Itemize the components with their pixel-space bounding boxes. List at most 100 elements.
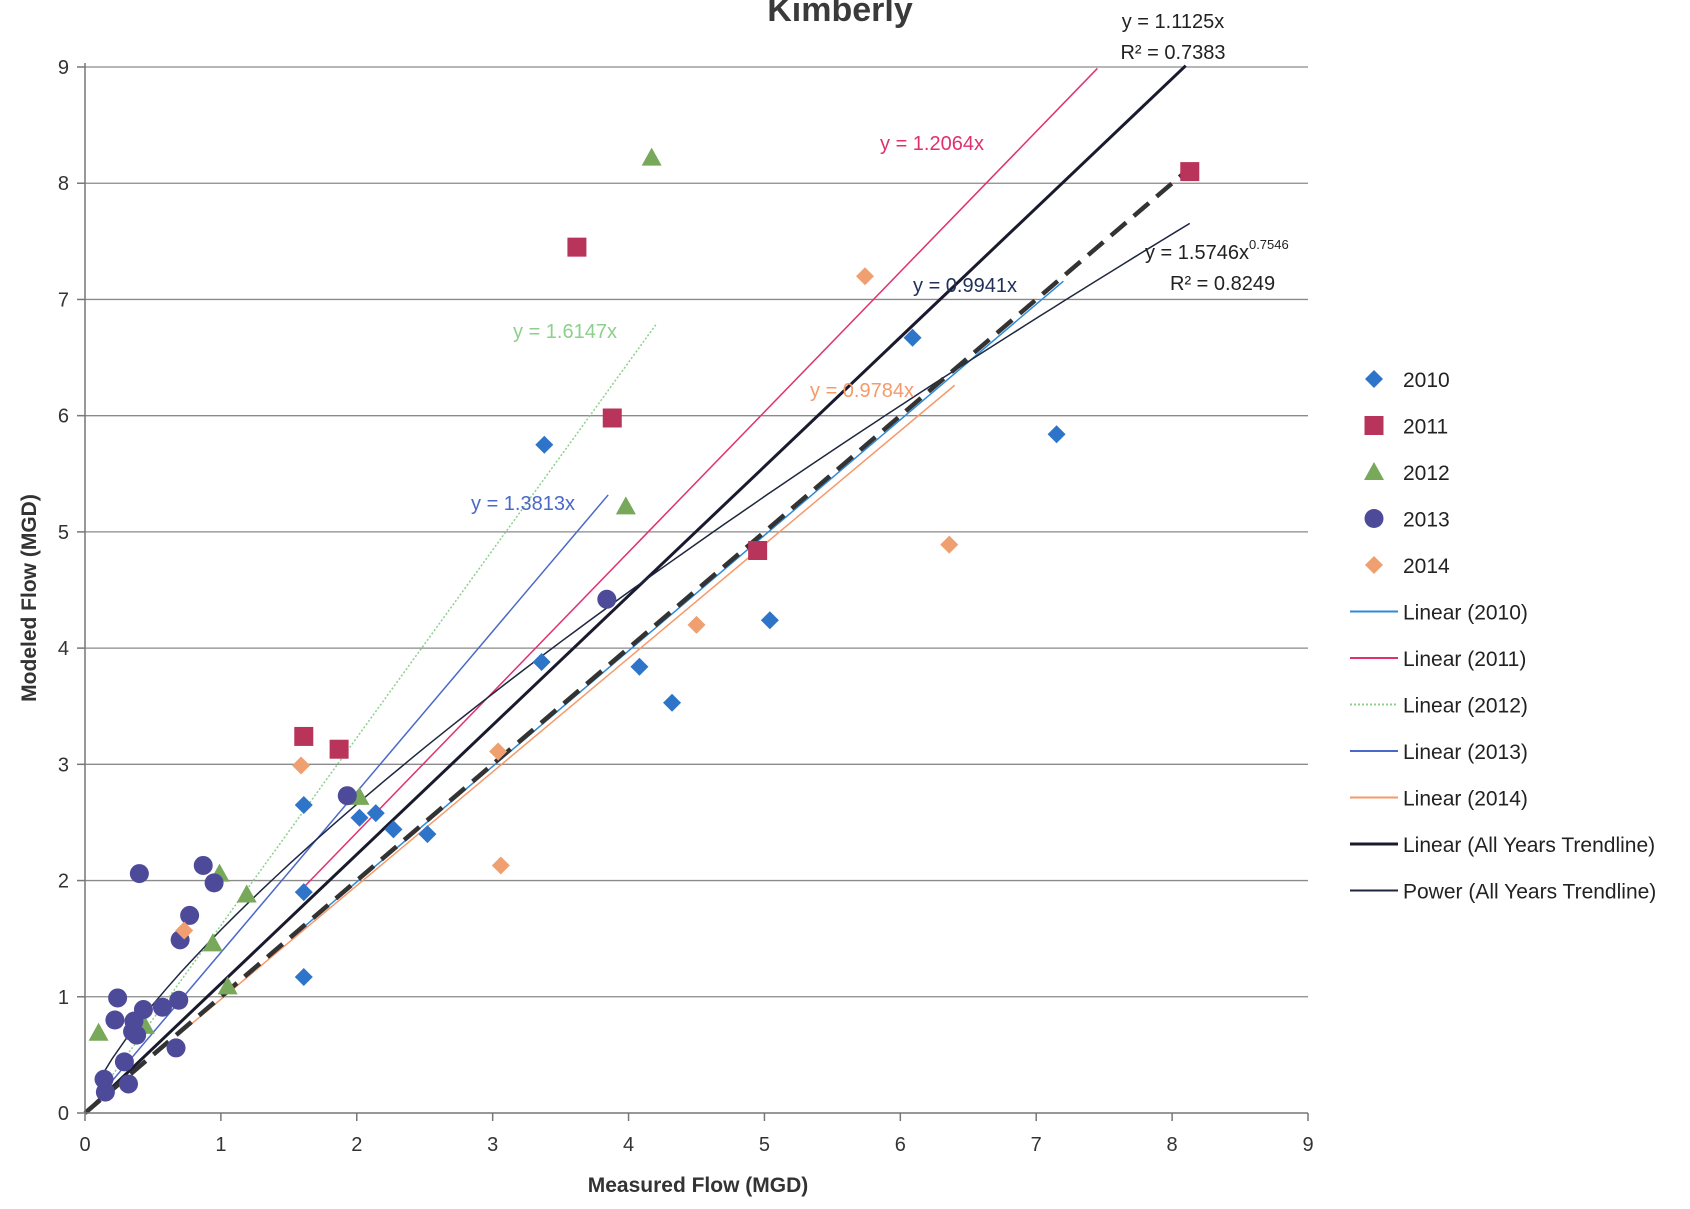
trendline-linear-2011 bbox=[301, 67, 1098, 890]
point-2013-12 bbox=[169, 990, 189, 1010]
point-2010-3 bbox=[663, 693, 682, 712]
point-2013-14 bbox=[180, 905, 200, 925]
trendline-power-all-years-trendline bbox=[97, 222, 1191, 1082]
trendline-linear-all-years-trendline bbox=[83, 64, 1187, 1115]
equation-linear-2014: y = 0.9784x bbox=[810, 380, 914, 402]
x-axis-label: Measured Flow (MGD) bbox=[588, 1174, 809, 1197]
legend-label-linear-2013: Linear (2013) bbox=[1403, 741, 1528, 764]
point-2012-0 bbox=[641, 147, 662, 166]
point-2013-5 bbox=[118, 1074, 138, 1094]
point-2011-2 bbox=[294, 726, 314, 746]
y-tick-label-5: 5 bbox=[58, 522, 69, 544]
legend-label-2014: 2014 bbox=[1403, 555, 1450, 578]
legend-label-2010: 2010 bbox=[1403, 369, 1450, 392]
point-2013-9 bbox=[133, 1000, 153, 1020]
point-2011-1 bbox=[602, 408, 622, 428]
y-axis-label: Modeled Flow (MGD) bbox=[18, 494, 41, 702]
equation-power-all-years-trendline: y = 1.5746x0.7546 bbox=[1145, 237, 1289, 264]
legend-marker-2010 bbox=[1365, 370, 1383, 388]
point-2011-3 bbox=[329, 739, 349, 759]
point-2014-1 bbox=[940, 535, 959, 554]
legend-marker-2011 bbox=[1364, 416, 1384, 435]
equation-linear-all-years-trendline-r-squared: R² = 0.7383 bbox=[1120, 42, 1225, 64]
point-2012-5 bbox=[202, 933, 223, 952]
point-2012-2 bbox=[88, 1022, 109, 1041]
point-2010-9 bbox=[350, 808, 369, 827]
point-2010-1 bbox=[532, 653, 551, 672]
point-2013-17 bbox=[337, 786, 357, 806]
legend-label-2012: 2012 bbox=[1403, 462, 1450, 485]
legend-marker-2012 bbox=[1364, 462, 1384, 480]
point-2013-8 bbox=[129, 864, 149, 884]
point-2012-4 bbox=[236, 884, 257, 903]
x-tick-label-8: 8 bbox=[1167, 1134, 1178, 1156]
trendline-linear-2014 bbox=[179, 384, 956, 1034]
point-2011-4 bbox=[748, 540, 768, 560]
data-markers bbox=[88, 147, 1200, 1102]
point-2011-0 bbox=[567, 237, 587, 257]
x-tick-label-7: 7 bbox=[1031, 1134, 1042, 1156]
equation-linear-2010: y = 0.9941x bbox=[913, 275, 1017, 297]
point-2010-2 bbox=[630, 657, 649, 676]
legend-label-linear-2011: Linear (2011) bbox=[1403, 648, 1526, 671]
point-2014-4 bbox=[491, 856, 510, 875]
legend-label-2013: 2013 bbox=[1403, 509, 1450, 532]
legend-marker-2014 bbox=[1365, 556, 1383, 574]
point-2010-5 bbox=[903, 328, 922, 347]
y-tick-label-2: 2 bbox=[58, 871, 69, 893]
point-2010-6 bbox=[1047, 425, 1066, 444]
reference-line-dashed bbox=[83, 158, 1201, 1115]
point-2014-0 bbox=[856, 267, 875, 286]
legend-label-linear-2014: Linear (2014) bbox=[1403, 788, 1528, 811]
axes: 0 1 2 3 4 5 6 7 8 9 0 1 2 3 4 5 6 7 8 9 bbox=[58, 57, 1314, 1156]
chart-title: Kimberly bbox=[767, 0, 913, 29]
point-2011-5 bbox=[1180, 162, 1200, 182]
trend-lines bbox=[83, 64, 1201, 1115]
y-tick-label-1: 1 bbox=[58, 987, 69, 1009]
legend-label-linear-all-years-trendline: Linear (All Years Trendline) bbox=[1403, 834, 1655, 857]
point-2013-11 bbox=[166, 1038, 186, 1058]
point-2012-1 bbox=[615, 496, 636, 515]
y-tick-label-8: 8 bbox=[58, 173, 69, 195]
legend-label-linear-2010: Linear (2010) bbox=[1403, 602, 1528, 625]
equation-power-all-years-trendline-exponent: 0.7546 bbox=[1249, 237, 1289, 252]
y-tick-label-9: 9 bbox=[58, 57, 69, 79]
y-tick-label-7: 7 bbox=[58, 289, 69, 311]
legend: 2010 2011 2012 2013 2014 Linear (2010) Linear … bbox=[1350, 369, 1656, 904]
x-tick-label-5: 5 bbox=[759, 1134, 770, 1156]
point-2013-16 bbox=[204, 873, 224, 893]
point-2010-10 bbox=[384, 820, 403, 839]
trendline-linear-2012 bbox=[97, 324, 657, 1095]
point-2010-4 bbox=[760, 611, 779, 630]
point-2010-13 bbox=[366, 804, 385, 823]
point-2013-15 bbox=[193, 855, 213, 875]
point-2013-19 bbox=[123, 1022, 143, 1042]
x-tick-label-1: 1 bbox=[215, 1134, 226, 1156]
y-tick-label-4: 4 bbox=[58, 638, 69, 660]
point-2013-18 bbox=[597, 589, 617, 609]
point-2014-5 bbox=[292, 756, 311, 775]
point-2013-4 bbox=[114, 1052, 134, 1072]
legend-label-2011: 2011 bbox=[1403, 416, 1448, 439]
x-tick-label-4: 4 bbox=[623, 1134, 634, 1156]
x-tick-label-6: 6 bbox=[895, 1134, 906, 1156]
x-tick-label-2: 2 bbox=[351, 1134, 362, 1156]
point-2013-3 bbox=[108, 988, 128, 1008]
point-2013-1 bbox=[95, 1082, 115, 1102]
point-2014-2 bbox=[687, 615, 706, 634]
legend-label-linear-2012: Linear (2012) bbox=[1403, 695, 1528, 718]
point-2010-12 bbox=[294, 968, 313, 987]
equation-power-all-years-trendline-r-squared: R² = 0.8249 bbox=[1170, 273, 1275, 295]
point-2010-0 bbox=[535, 435, 554, 454]
y-tick-label-6: 6 bbox=[58, 406, 69, 428]
legend-marker-2013 bbox=[1364, 509, 1384, 528]
equation-linear-all-years-trendline: y = 1.1125x bbox=[1122, 11, 1224, 33]
legend-label-power-all-years-trendline: Power (All Years Trendline) bbox=[1403, 881, 1656, 904]
y-tick-label-3: 3 bbox=[58, 754, 69, 776]
point-2014-3 bbox=[489, 742, 508, 761]
point-2012-7 bbox=[217, 976, 238, 995]
point-2013-10 bbox=[152, 997, 172, 1017]
point-2013-2 bbox=[105, 1010, 125, 1030]
y-tick-label-0: 0 bbox=[58, 1103, 69, 1125]
